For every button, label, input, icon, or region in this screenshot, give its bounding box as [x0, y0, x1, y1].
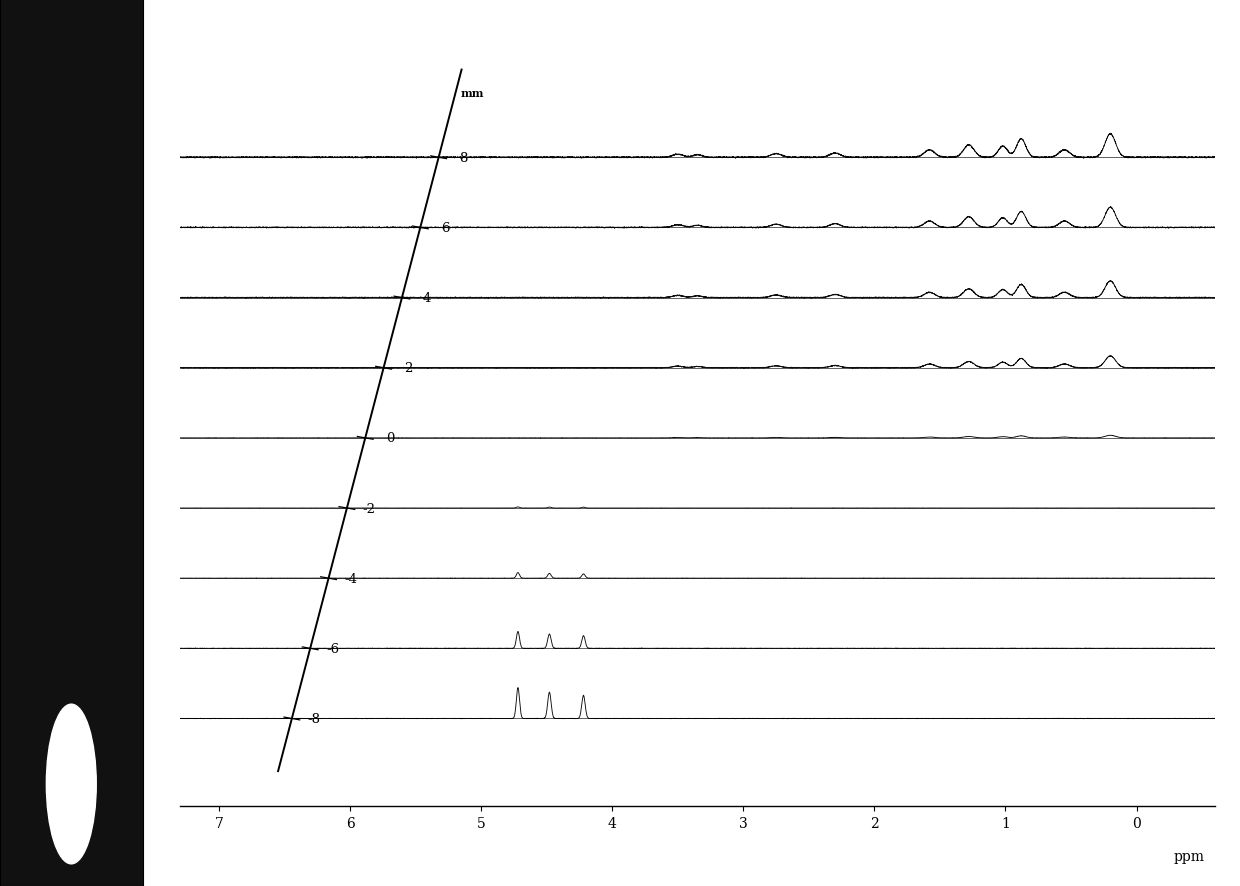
X-axis label: ppm: ppm: [1174, 849, 1205, 863]
Text: 2: 2: [404, 361, 413, 375]
Text: 0: 0: [386, 431, 394, 445]
Text: mm: mm: [460, 88, 484, 98]
Text: -6: -6: [326, 642, 339, 655]
Text: 6: 6: [440, 222, 449, 235]
Text: 8: 8: [459, 152, 467, 165]
Text: -2: -2: [363, 502, 376, 515]
Ellipse shape: [46, 704, 97, 864]
Text: -8: -8: [308, 712, 321, 725]
Text: -4: -4: [345, 572, 357, 585]
Text: 4: 4: [423, 291, 430, 305]
